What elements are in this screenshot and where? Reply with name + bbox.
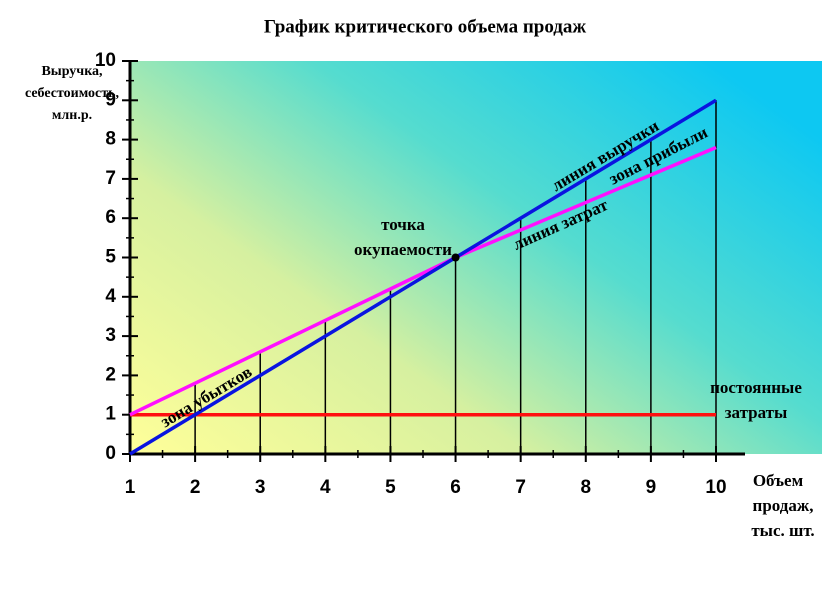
x-tick-label: 4 xyxy=(320,477,331,498)
x-axis-label: тыс. шт. xyxy=(751,521,814,540)
break-even-label: точка xyxy=(381,215,425,234)
y-tick-label: 6 xyxy=(105,207,116,228)
y-tick-label: 1 xyxy=(105,404,116,425)
x-tick-label: 2 xyxy=(190,477,201,498)
y-tick-label: 0 xyxy=(105,443,116,464)
break-even-point xyxy=(451,253,460,262)
x-tick-label: 9 xyxy=(646,477,657,498)
y-tick-label: 3 xyxy=(105,325,116,346)
chart-title: График критического объема продаж xyxy=(264,16,587,37)
x-tick-label: 7 xyxy=(515,477,526,498)
y-axis-label: Выручка, xyxy=(41,64,102,79)
y-tick-label: 10 xyxy=(95,50,116,71)
break-even-label: окупаемости xyxy=(354,240,452,259)
x-axis-label: продаж, xyxy=(753,496,814,515)
y-tick-label: 7 xyxy=(105,168,116,189)
x-tick-label: 5 xyxy=(385,477,396,498)
annotation: затраты xyxy=(725,403,788,422)
y-tick-label: 4 xyxy=(105,286,116,307)
x-tick-label: 10 xyxy=(705,477,726,498)
y-axis-label: млн.р. xyxy=(52,108,92,123)
y-axis-label: себестоимость, xyxy=(25,86,119,101)
x-tick-label: 8 xyxy=(580,477,591,498)
y-tick-label: 2 xyxy=(105,364,116,385)
y-tick-label: 9 xyxy=(105,89,116,110)
y-tick-label: 5 xyxy=(105,247,116,268)
series-line xyxy=(129,98,717,456)
y-tick-label: 8 xyxy=(105,129,116,150)
annotation: постоянные xyxy=(710,378,802,397)
x-axis-label: Объем xyxy=(753,471,804,490)
x-tick-label: 1 xyxy=(125,477,136,498)
plot-background xyxy=(130,61,822,454)
x-tick-label: 6 xyxy=(450,477,461,498)
x-tick-label: 3 xyxy=(255,477,266,498)
